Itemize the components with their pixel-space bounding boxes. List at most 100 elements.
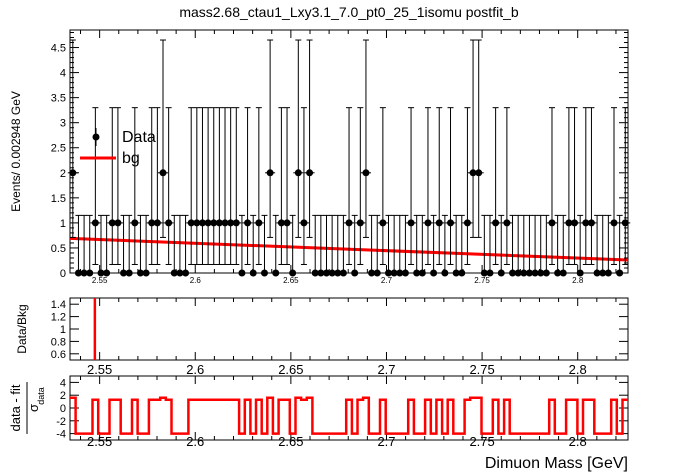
x-tick-label: 2.65 <box>278 434 303 449</box>
data-point <box>621 219 629 227</box>
data-point <box>418 269 426 277</box>
legend-label-bg: bg <box>122 150 140 167</box>
data-point <box>283 219 291 227</box>
data-point <box>210 219 218 227</box>
y-tick-label: 0.6 <box>51 349 66 361</box>
data-point <box>531 269 539 277</box>
x-tick-label: 2.6 <box>186 434 204 449</box>
data-point <box>486 269 494 277</box>
data-point <box>390 269 398 277</box>
data-point <box>447 219 455 227</box>
data-point <box>593 269 601 277</box>
y-tick-label: 3 <box>60 118 66 130</box>
data-point <box>193 219 201 227</box>
data-point <box>503 219 511 227</box>
data-point <box>244 219 252 227</box>
y-tick-label: -4 <box>56 429 66 441</box>
data-point <box>452 269 460 277</box>
data-point <box>407 219 415 227</box>
data-point <box>475 169 483 177</box>
data-point <box>255 219 263 227</box>
data-point <box>249 269 257 277</box>
data-point <box>616 269 624 277</box>
x-axis-label: Dimuon Mass [GeV] <box>485 455 628 472</box>
x-tick-label: 2.7 <box>377 434 395 449</box>
data-point <box>587 219 595 227</box>
data-point <box>525 269 533 277</box>
x-tick-label: 2.65 <box>278 362 303 377</box>
data-point <box>108 219 116 227</box>
data-point <box>542 269 550 277</box>
main-panel: 2.55 2.6 2.65 2.7 2.75 2.8 0 0.5 1 1.5 2 2.5 3 3.5 4 4.… <box>9 29 631 285</box>
x-tick-label: 2.7 <box>377 362 395 377</box>
data-point <box>441 269 449 277</box>
data-point <box>368 269 376 277</box>
data-point <box>509 269 517 277</box>
x-tick-label: 2.75 <box>474 276 490 285</box>
data-point <box>103 269 111 277</box>
data-point <box>458 269 466 277</box>
data-point <box>401 269 409 277</box>
panel-frame <box>69 29 629 274</box>
panel-frame <box>69 297 629 361</box>
y-tick-label: -2 <box>56 416 66 428</box>
data-point <box>289 269 297 277</box>
y-tick-label: 2 <box>60 168 66 180</box>
data-point <box>80 269 88 277</box>
data-point <box>232 219 240 227</box>
data-point <box>328 269 336 277</box>
data-point <box>554 269 562 277</box>
data-point <box>182 269 190 277</box>
x-tick-label: 2.6 <box>186 362 204 377</box>
data-point <box>604 269 612 277</box>
data-point <box>272 269 280 277</box>
data-point <box>565 219 573 227</box>
legend-label-data: Data <box>122 129 156 146</box>
data-point <box>91 219 99 227</box>
data-point <box>294 169 302 177</box>
data-point <box>204 219 212 227</box>
y-tick-label: 1.2 <box>51 312 66 324</box>
data-point <box>396 269 404 277</box>
x-tick-label: 2.8 <box>572 276 584 285</box>
data-point <box>215 219 223 227</box>
panel-frame <box>69 375 629 441</box>
data-point <box>238 269 246 277</box>
data-point <box>97 269 105 277</box>
data-point <box>339 269 347 277</box>
data-point <box>379 219 387 227</box>
data-point <box>356 219 364 227</box>
x-tick-label: 2.8 <box>569 362 587 377</box>
pull-y-label-denominator: σ <box>26 404 41 412</box>
data-point <box>317 269 325 277</box>
x-tick-label: 2.55 <box>87 434 112 449</box>
y-tick-label: 1.4 <box>51 299 66 311</box>
data-point <box>136 269 144 277</box>
data-point <box>187 219 195 227</box>
data-point <box>227 219 235 227</box>
data-point <box>159 169 167 177</box>
data-point <box>300 219 308 227</box>
chart-title: mass2.68_ctau1_Lxy3.1_7.0_pt0_25_1isomu … <box>179 4 519 20</box>
data-point <box>385 269 393 277</box>
x-tick-label: 2.65 <box>283 276 299 285</box>
data-point <box>176 269 184 277</box>
pull-y-label-numerator: data - fit <box>8 384 23 431</box>
data-point <box>463 219 471 227</box>
data-point <box>120 269 128 277</box>
data-point <box>322 269 330 277</box>
data-point <box>576 269 584 277</box>
pull-step-line <box>70 396 628 435</box>
data-point <box>311 269 319 277</box>
x-tick-label: 2.75 <box>469 362 494 377</box>
data-point <box>221 219 229 227</box>
y-tick-label: 0 <box>60 268 66 280</box>
data-point <box>430 269 438 277</box>
data-point <box>148 219 156 227</box>
data-point <box>260 269 268 277</box>
data-point <box>413 269 421 277</box>
data-point <box>514 269 522 277</box>
y-tick-label: 3.5 <box>51 93 66 105</box>
y-tick-label: 4 <box>60 377 66 389</box>
